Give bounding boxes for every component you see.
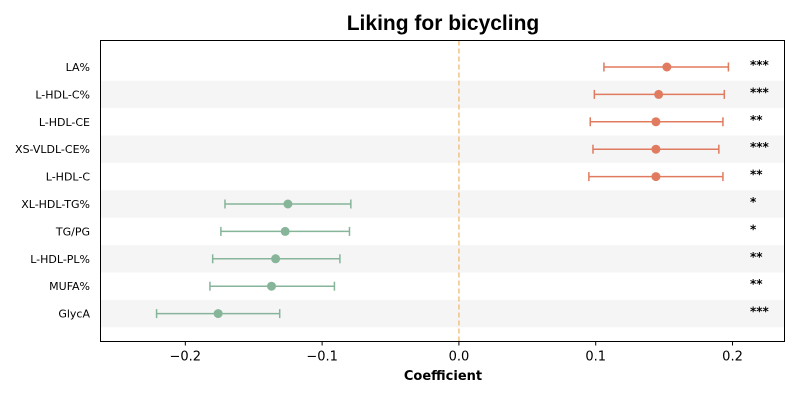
- plot-frame: [100, 40, 785, 342]
- point-estimate: [271, 254, 281, 264]
- category-label: XL-HDL-TG%: [21, 198, 90, 211]
- point-estimate: [283, 199, 293, 209]
- x-axis: −0.2 −0.1 0.0 0.1 0.2: [170, 341, 743, 365]
- row-band: [100, 245, 785, 273]
- x-tick-label: 0.0: [449, 350, 470, 365]
- point-estimate: [267, 281, 276, 291]
- y-axis-labels: LA% L-HDL-C% L-HDL-CE XS-VLDL-CE% L-HDL-C XL-…: [15, 61, 90, 321]
- significance-label: **: [750, 250, 763, 264]
- category-label: LA%: [66, 61, 90, 74]
- point-estimate: [651, 117, 661, 127]
- category-label: L-HDL-C%: [35, 88, 90, 101]
- point-estimate: [654, 89, 664, 99]
- significance-label: **: [750, 113, 763, 127]
- point-estimate: [651, 172, 661, 182]
- point-estimate: [213, 309, 223, 319]
- significance-label: *: [750, 222, 757, 236]
- x-tick-label: −0.2: [170, 350, 202, 365]
- significance-label: *: [750, 195, 757, 209]
- category-label: L-HDL-PL%: [30, 253, 90, 266]
- category-label: L-HDL-C: [46, 171, 91, 184]
- category-label: XS-VLDL-CE%: [15, 143, 90, 156]
- category-label: L-HDL-CE: [39, 116, 90, 129]
- x-tick-label: 0.2: [722, 350, 743, 365]
- row-band: [100, 190, 785, 218]
- row-bands: [100, 80, 785, 328]
- data-marks: [155, 62, 730, 319]
- significance-label: ***: [750, 85, 770, 99]
- x-axis-label: Coefficient: [404, 369, 482, 384]
- category-label: TG/PG: [55, 225, 90, 238]
- point-estimate: [662, 62, 672, 72]
- significance-label: **: [750, 277, 763, 291]
- significance-label: ***: [750, 58, 770, 72]
- x-tick-label: 0.1: [585, 350, 606, 365]
- significance-labels: **********************: [750, 58, 770, 319]
- significance-label: **: [750, 168, 763, 182]
- point-estimate: [280, 226, 290, 236]
- category-label: MUFA%: [49, 280, 90, 293]
- significance-label: ***: [750, 140, 770, 154]
- x-tick-label: −0.1: [306, 350, 338, 365]
- chart-title: Liking for bicycling: [347, 12, 540, 35]
- significance-label: ***: [750, 305, 770, 319]
- point-estimate: [651, 144, 661, 154]
- category-label: GlycA: [58, 308, 90, 321]
